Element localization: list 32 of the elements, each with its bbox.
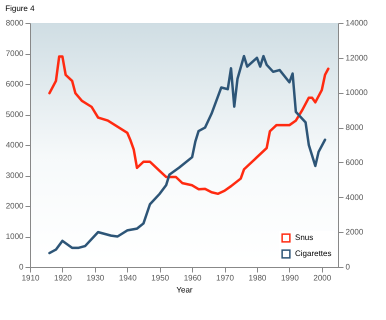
x-tick-label: 2000	[313, 274, 332, 282]
x-tick-label: 1970	[216, 274, 234, 282]
y2-tick-label: 0	[346, 262, 350, 272]
x-tick-label: 1960	[184, 274, 202, 282]
y2-tick-label: 6000	[346, 158, 364, 167]
legend-label: Snus	[295, 233, 314, 242]
line-series	[48, 55, 330, 196]
y2-tick-label: 14000	[346, 18, 368, 28]
legend-label: Cigarettes	[295, 249, 332, 258]
x-tick-label: 1940	[118, 274, 138, 282]
x-tick-label: 1910	[22, 274, 40, 282]
y-tick-label: 8000	[6, 18, 24, 28]
x-tick-label: 1930	[86, 274, 105, 282]
y-tick-label: 2000	[6, 202, 24, 210]
y-tick-label: 6000	[6, 80, 24, 88]
y-tick-label: 7000	[6, 49, 24, 58]
y2-tick-label: 10000	[346, 88, 368, 98]
chart-title: Figure 4	[5, 4, 36, 13]
x-tick-label: 1980	[248, 274, 267, 282]
y-tick-label: 4000	[6, 140, 24, 150]
x-tick-label: 1920	[54, 274, 72, 282]
y-tick-label: 1000	[6, 232, 24, 241]
y2-tick-label: 2000	[346, 228, 364, 237]
y-tick-label: 3000	[6, 171, 24, 180]
x-tick-label: 1990	[280, 274, 300, 282]
x-tick-label: 1950	[151, 274, 170, 282]
y2-tick-label: 8000	[346, 123, 364, 132]
x-axis-title: Year	[176, 286, 193, 294]
y-tick-label: 0	[19, 262, 24, 272]
y2-tick-label: 4000	[346, 192, 364, 202]
y-tick-label: 5000	[6, 110, 24, 119]
y2-tick-label: 12000	[346, 53, 368, 62]
